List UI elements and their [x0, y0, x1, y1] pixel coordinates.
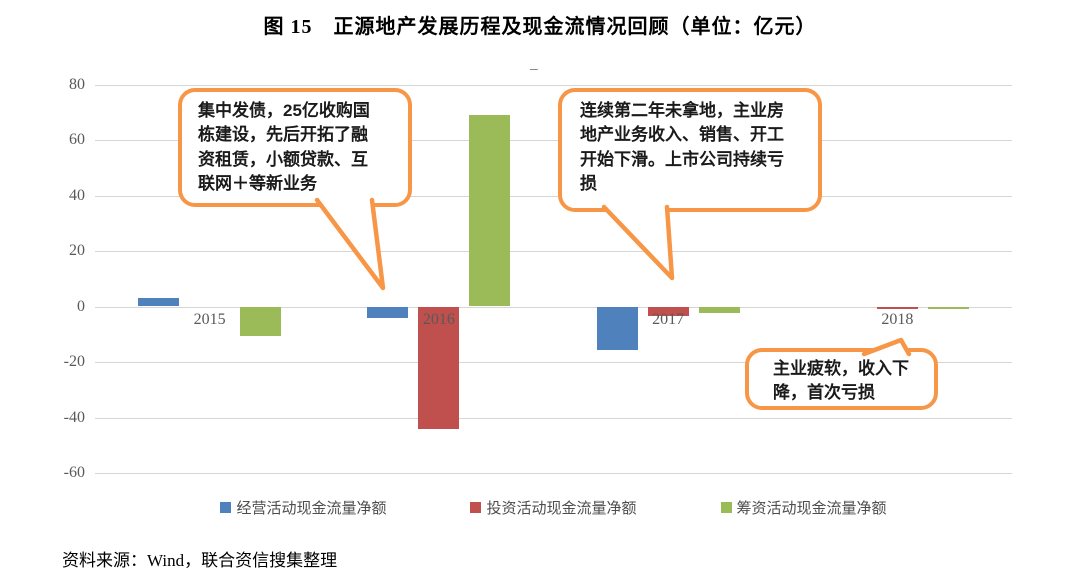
callout-2018-text: 主业疲软，收入下降，首次亏损 [773, 359, 909, 403]
gridline-80 [95, 84, 1012, 86]
bar-2015-series3 [240, 306, 282, 336]
legend-item-series1: 经营活动现金流量净额 [220, 497, 386, 518]
gridline--60 [95, 473, 1012, 474]
legend-label: 投资活动现金流量净额 [486, 500, 637, 517]
x-axis-label-2015: 2015 [193, 310, 226, 328]
legend-swatch-icon [220, 502, 232, 513]
gridline--20 [95, 362, 1012, 363]
y-axis-label--20: -20 [63, 353, 85, 370]
y-axis-label-60: 60 [69, 131, 85, 148]
bar-2017-series2 [647, 306, 689, 317]
gridline--40 [95, 417, 1012, 419]
figure-title: 图 15 正源地产发展历程及现金流情况回顾（单位：亿元） [263, 16, 817, 38]
bar-2015-series1 [138, 298, 180, 307]
legend-label: 经营活动现金流量净额 [236, 500, 387, 517]
callout-2016-tail-icon [314, 197, 386, 291]
callout-2017-note: 连续第二年未拿地，主业房地产业务收入、销售、开工开始下滑。上市公司持续亏损 [558, 88, 822, 212]
bar-2018-series3 [927, 306, 969, 310]
callout-2017-tail-icon [601, 204, 675, 281]
y-axis-label--60: -60 [63, 464, 85, 481]
source-note: 资料来源：Wind，联合资信搜集整理 [62, 551, 338, 570]
callout-2018-note: 主业疲软，收入下降，首次亏损 [745, 348, 938, 410]
bar-2016-series2 [418, 306, 460, 429]
chart-legend: 经营活动现金流量净额 投资活动现金流量净额 筹资活动现金流量净额 [95, 497, 1012, 518]
legend-swatch-icon [470, 502, 482, 513]
chart-title-placeholder-dash: – [530, 60, 538, 76]
gridline-0 [95, 306, 1012, 308]
legend-item-series2: 投资活动现金流量净额 [470, 497, 637, 518]
x-axis-label-2017: 2017 [652, 310, 685, 328]
bar-2018-series2 [876, 306, 918, 310]
bar-2017-series3 [698, 306, 740, 314]
y-axis-label--40: -40 [63, 408, 85, 426]
bar-2017-series1 [596, 306, 638, 350]
x-axis-label-2016: 2016 [422, 310, 455, 328]
callout-2017-text: 连续第二年未拿地，主业房地产业务收入、销售、开工开始下滑。上市公司持续亏损 [580, 101, 784, 193]
y-axis-label-0: 0 [77, 297, 85, 315]
x-axis-label-2018: 2018 [881, 310, 914, 328]
y-axis-label-40: 40 [69, 186, 85, 204]
y-axis-label-20: 20 [69, 242, 85, 259]
callout-2016-note: 集中发债，25亿收购国栋建设，先后开拓了融资租赁，小额贷款、互联网＋等新业务 [178, 88, 412, 207]
gridline-20 [95, 251, 1012, 252]
legend-label: 筹资活动现金流量净额 [736, 500, 887, 517]
y-axis-label-80: 80 [69, 75, 85, 93]
legend-item-series3: 筹资活动现金流量净额 [720, 497, 887, 518]
bar-2016-series3 [469, 115, 511, 307]
gridline-60 [95, 140, 1012, 141]
legend-swatch-icon [720, 502, 732, 513]
bar-2016-series1 [367, 306, 409, 318]
gridline-40 [95, 195, 1012, 197]
callout-2016-text: 集中发债，25亿收购国栋建设，先后开拓了融资租赁，小额贷款、互联网＋等新业务 [198, 101, 370, 193]
